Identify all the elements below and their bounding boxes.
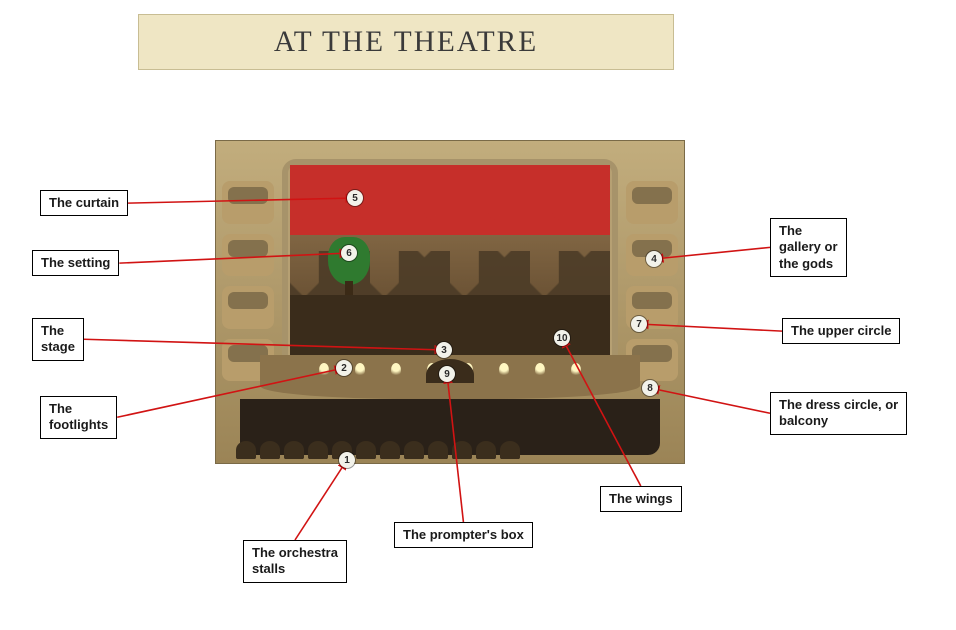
arrow-orchestra [295,460,347,540]
label-footlights: The footlights [40,396,117,439]
stall-seat [284,441,304,459]
stall-seat [260,441,280,459]
marker-10: 10 [554,330,570,346]
label-dress: The dress circle, or balcony [770,392,907,435]
footlight [391,363,401,377]
stall-seat [308,441,328,459]
marker-5: 5 [347,190,363,206]
label-gallery: The gallery or the gods [770,218,847,277]
box-seat [626,181,678,224]
box-seats-left [222,181,274,381]
stall-seat [476,441,496,459]
marker-6: 6 [341,245,357,261]
label-stage: The stage [32,318,84,361]
footlight [499,363,509,377]
marker-4: 4 [646,251,662,267]
marker-1: 1 [339,452,355,468]
marker-8: 8 [642,380,658,396]
theatre-illustration [215,140,685,464]
stall-seat [428,441,448,459]
stall-seat [236,441,256,459]
marker-2: 2 [336,360,352,376]
title-text: AT THE THEATRE [274,26,538,59]
label-wings: The wings [600,486,682,512]
box-seat [222,234,274,277]
footlight [535,363,545,377]
stage-curtain [290,165,610,221]
label-orchestra: The orchestra stalls [243,540,347,583]
footlight [355,363,365,377]
stall-seat [356,441,376,459]
stall-seat [380,441,400,459]
label-setting: The setting [32,250,119,276]
marker-3: 3 [436,342,452,358]
footlight [571,363,581,377]
diagram-canvas: AT THE THEATRE 1 2 3 4 5 6 7 8 9 10 The curtain [0,0,956,630]
label-upper: The upper circle [782,318,900,344]
footlight [319,363,329,377]
stalls-seat-row [236,441,536,459]
stall-seat [452,441,472,459]
marker-7: 7 [631,316,647,332]
marker-9: 9 [439,366,455,382]
box-seat [222,286,274,329]
stall-seat [500,441,520,459]
title-banner: AT THE THEATRE [138,14,674,70]
box-seats-right [626,181,678,381]
box-seat [222,181,274,224]
label-prompter: The prompter's box [394,522,533,548]
stall-seat [404,441,424,459]
label-curtain: The curtain [40,190,128,216]
